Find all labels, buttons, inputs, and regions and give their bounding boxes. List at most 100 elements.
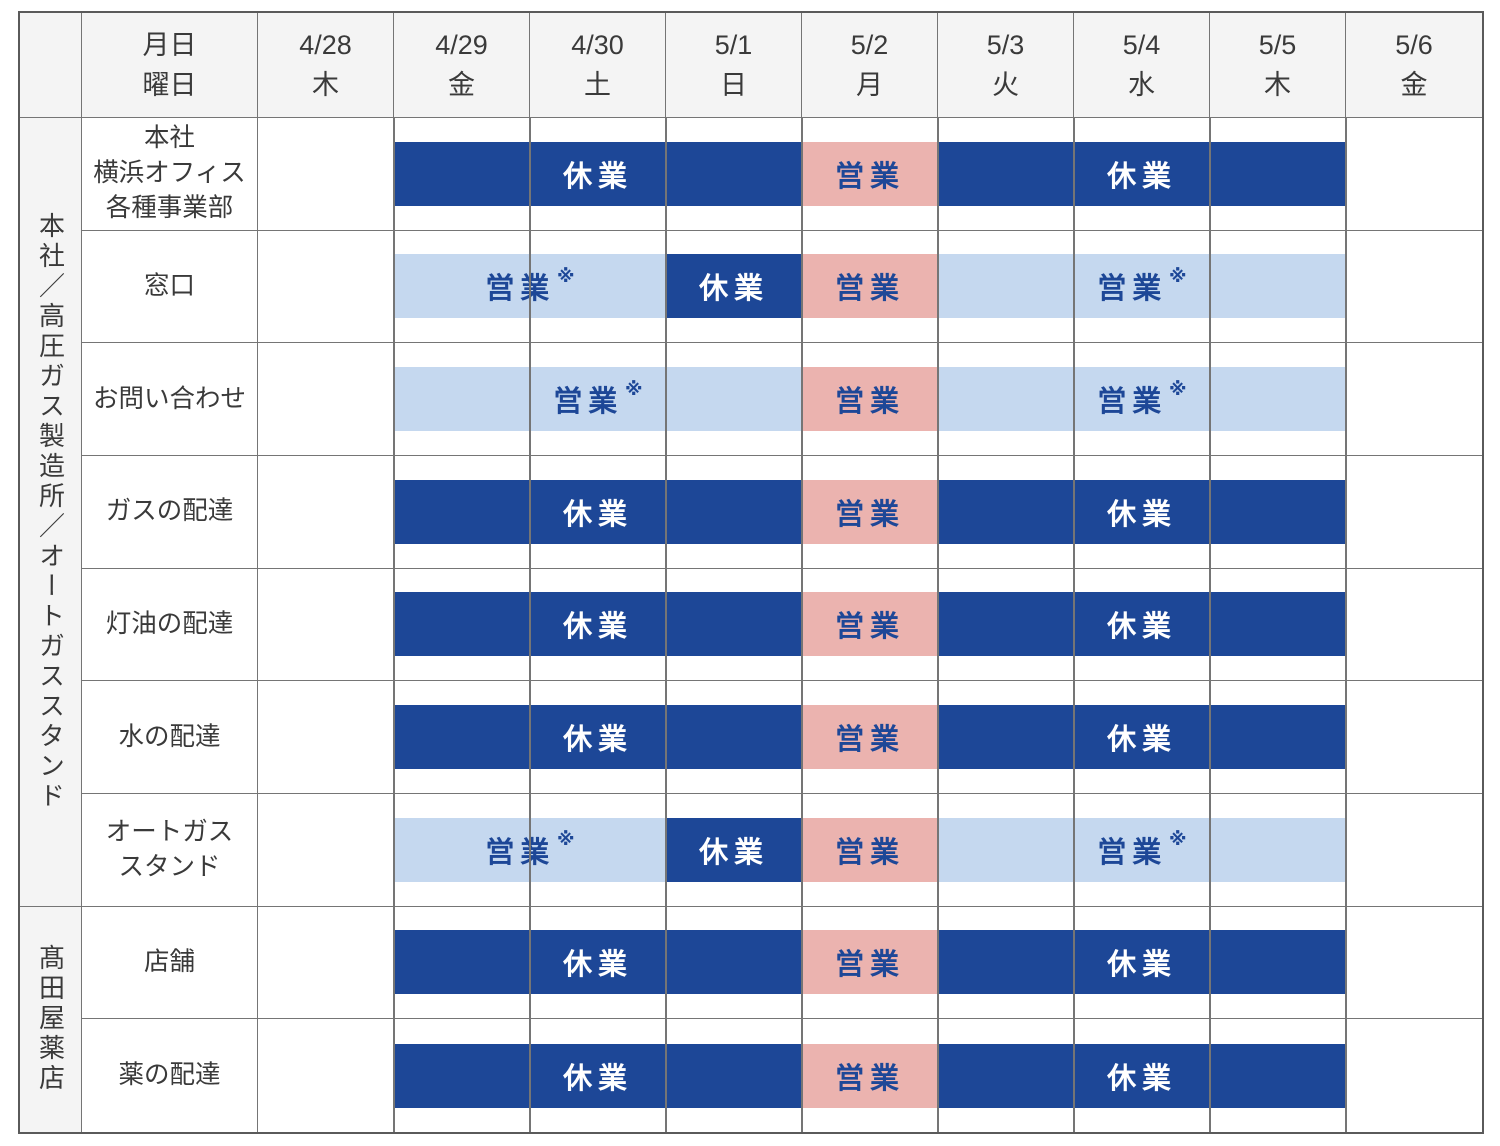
row-days-madoguchi: 営業 ※ 休業 営業 営業 ※ — [258, 230, 1482, 344]
row-label-text: オートガス スタンド — [105, 817, 234, 881]
day-column-separator — [937, 230, 939, 343]
day-column-separator — [665, 568, 667, 681]
day-weekday: 水 — [1128, 69, 1155, 100]
day-column-separator — [1345, 1019, 1347, 1132]
row-label-text: お問い合わせ — [92, 384, 246, 413]
note-mark: ※ — [557, 265, 575, 286]
closed-bar: 休業 — [665, 817, 802, 882]
day-weekday: 日 — [720, 69, 747, 100]
day-date: 5/2 — [850, 29, 889, 60]
day-date: 5/4 — [1122, 29, 1161, 60]
closed-bar: 休業 — [393, 141, 802, 206]
day-column-separator — [937, 1019, 939, 1132]
bar-label: 営業 — [1097, 273, 1168, 306]
bar-label: 休業 — [699, 836, 769, 869]
day-column-separator — [1345, 793, 1347, 906]
closed-bar: 休業 — [937, 141, 1346, 206]
day-column-separator — [665, 1019, 667, 1132]
day-column-separator — [1073, 906, 1075, 1019]
day-column-separator — [529, 118, 531, 230]
bar-label: 営業 — [835, 949, 905, 982]
day-column-separator — [1209, 455, 1211, 568]
day-column-separator — [665, 455, 667, 568]
day-column-separator — [801, 906, 803, 1019]
bar-label: 営業 — [835, 836, 905, 869]
bar-label: 休業 — [1107, 611, 1177, 644]
day-column-separator — [1345, 118, 1347, 230]
open-bar: 営業 — [801, 479, 938, 544]
day-column-separator — [1209, 343, 1211, 455]
day-column-separator — [1209, 793, 1211, 906]
closed-bar: 休業 — [937, 705, 1346, 770]
limited-open-bar: 営業 ※ — [393, 367, 802, 432]
day-column-separator — [393, 1019, 395, 1132]
schedule-table: 月日 曜日 4/28 木 4/29 金 4/30 土 5/1 日 5/2 月 5/3 火 5… — [18, 11, 1484, 1134]
limited-open-bar: 営業 ※ — [937, 367, 1346, 432]
row-label-text: 水の配達 — [118, 722, 221, 751]
open-bar: 営業 — [801, 930, 938, 995]
limited-open-bar: 営業 ※ — [937, 254, 1346, 319]
day-column-separator — [801, 343, 803, 455]
row-label-honsha-office: 本社 横浜オフィス 各種事業部 — [82, 118, 258, 231]
row-label-toyu-delivery: 灯油の配達 — [82, 568, 258, 682]
header-day-5-3: 5/3 火 — [938, 13, 1074, 117]
bar-label: 休業 — [1107, 724, 1177, 757]
closed-bar: 休業 — [937, 592, 1346, 657]
day-column-separator — [393, 681, 395, 793]
day-date: 4/29 — [435, 29, 488, 60]
day-column-separator — [1073, 793, 1075, 906]
bar-label: 営業 — [835, 273, 905, 306]
header-date-weekday-cell: 月日 曜日 — [82, 13, 258, 118]
note-mark: ※ — [557, 829, 575, 850]
day-column-separator — [1345, 230, 1347, 343]
closed-bar: 休業 — [393, 1043, 802, 1108]
closed-bar: 休業 — [937, 479, 1346, 544]
row-label-madoguchi: 窓口 — [82, 230, 258, 344]
day-column-separator — [937, 568, 939, 681]
row-days-kusuri-delivery: 休業 営業 休業 — [258, 1019, 1482, 1132]
closed-bar: 休業 — [393, 479, 802, 544]
day-column-separator — [393, 343, 395, 455]
day-column-separator — [937, 793, 939, 906]
day-weekday: 火 — [992, 69, 1019, 100]
closed-bar: 休業 — [937, 1043, 1346, 1108]
day-column-separator — [937, 906, 939, 1019]
day-column-separator — [937, 681, 939, 793]
day-column-separator — [1073, 118, 1075, 230]
day-column-separator — [529, 455, 531, 568]
day-column-separator — [937, 455, 939, 568]
bar-label: 休業 — [1107, 1062, 1177, 1095]
row-days-gas-delivery: 休業 営業 休業 — [258, 455, 1482, 569]
day-date: 5/1 — [714, 29, 753, 60]
bar-label: 休業 — [563, 498, 633, 531]
day-column-separator — [1345, 681, 1347, 793]
day-column-separator — [1209, 118, 1211, 230]
day-column-separator — [1073, 681, 1075, 793]
day-weekday: 土 — [584, 69, 611, 100]
day-date: 4/28 — [299, 29, 352, 60]
day-column-separator — [393, 455, 395, 568]
header-date-label: 月日 — [142, 29, 197, 60]
row-label-text: 店舗 — [143, 947, 195, 976]
day-column-separator — [529, 343, 531, 455]
day-column-separator — [393, 906, 395, 1019]
bar-label: 営業 — [485, 836, 556, 869]
row-label-text: 窓口 — [143, 271, 195, 300]
day-column-separator — [1345, 343, 1347, 455]
row-label-mizu-delivery: 水の配達 — [82, 681, 258, 794]
day-weekday: 木 — [1264, 69, 1291, 100]
day-column-separator — [529, 230, 531, 343]
header-day-5-5: 5/5 木 — [1210, 13, 1346, 117]
bar-label: 営業 — [835, 724, 905, 757]
row-label-tenpo: 店舗 — [82, 906, 258, 1020]
day-column-separator — [1073, 343, 1075, 455]
day-column-separator — [1073, 1019, 1075, 1132]
note-mark: ※ — [1169, 378, 1187, 399]
bar-label: 営業 — [835, 1062, 905, 1095]
day-column-separator — [1209, 906, 1211, 1019]
day-column-separator — [529, 681, 531, 793]
day-column-separator — [1209, 230, 1211, 343]
open-bar: 営業 — [801, 367, 938, 432]
bar-label: 休業 — [563, 160, 633, 193]
day-weekday: 月 — [856, 69, 883, 100]
